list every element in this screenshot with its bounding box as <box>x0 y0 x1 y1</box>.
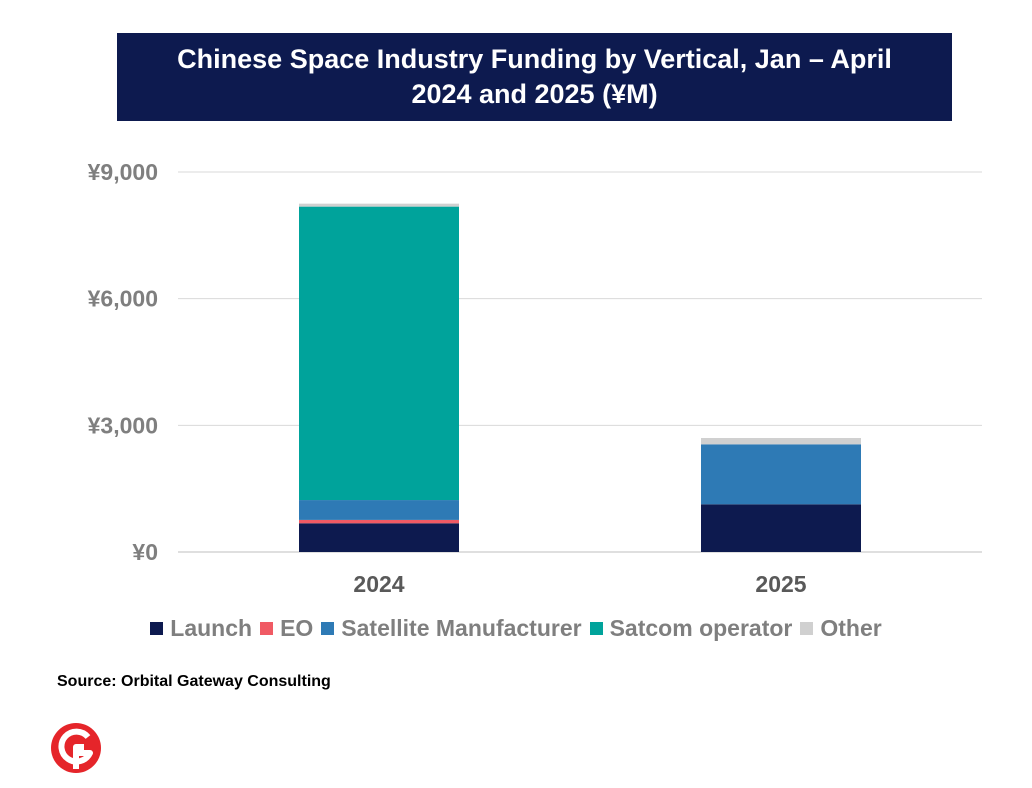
y-tick-label: ¥3,000 <box>88 412 158 438</box>
legend-item: Launch <box>150 615 252 642</box>
bar-segment-eo <box>299 519 459 524</box>
legend-label: Satcom operator <box>609 615 793 641</box>
bar-segment-launch <box>299 523 459 552</box>
chart-title: Chinese Space Industry Funding by Vertic… <box>177 44 892 109</box>
legend-swatch <box>260 622 274 635</box>
bar-segment-launch <box>701 504 861 552</box>
x-tick-label: 2024 <box>353 571 404 597</box>
legend-item: Other <box>800 615 882 642</box>
bar-segment-satellite-manufacturer <box>299 500 459 520</box>
legend-swatch <box>150 622 164 635</box>
legend-swatch <box>321 622 335 635</box>
legend-swatch <box>800 622 814 635</box>
legend-swatch <box>589 622 603 635</box>
legend-label: Satellite Manufacturer <box>341 615 582 641</box>
y-tick-label: ¥9,000 <box>88 159 158 185</box>
legend-label: Launch <box>170 615 253 641</box>
legend-label: Other <box>820 615 882 641</box>
legend-item: EO <box>260 615 313 642</box>
legend-label: EO <box>280 615 314 641</box>
bar-segment-other <box>701 438 861 445</box>
bar-chart: ¥0 ¥3,000 ¥6,000 ¥9,000 2024 2025 <box>88 159 982 597</box>
chart-legend: Launch EO Satellite Manufacturer Satcom ope… <box>0 615 1032 642</box>
y-tick-label: ¥6,000 <box>88 286 158 312</box>
legend-item: Satcom operator <box>589 615 793 642</box>
x-tick-label: 2025 <box>755 571 806 597</box>
orbital-gateway-logo-icon <box>51 723 101 773</box>
bar-segment-satcom-operator <box>299 206 459 501</box>
legend-item: Satellite Manufacturer <box>321 615 582 642</box>
source-note: Source: Orbital Gateway Consulting <box>57 673 331 690</box>
y-tick-label: ¥0 <box>132 539 158 565</box>
bar-segment-other <box>299 203 459 207</box>
chart-title-banner: Chinese Space Industry Funding by Vertic… <box>117 33 952 121</box>
bar-segment-satellite-manufacturer <box>701 444 861 505</box>
